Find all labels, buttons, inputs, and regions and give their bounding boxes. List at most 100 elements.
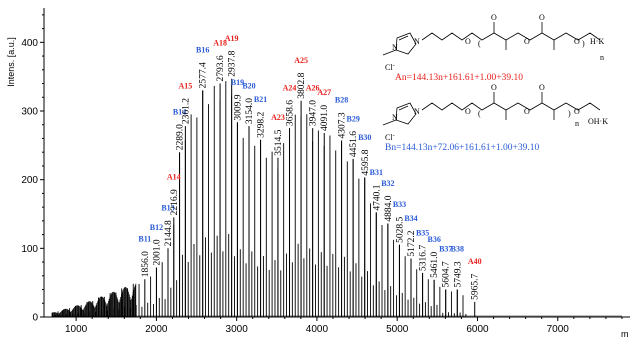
peak-mz-label: 4451.6: [349, 131, 359, 157]
peak-series-tag: B33: [393, 200, 406, 209]
peak-mz-label: 5604.7: [442, 261, 452, 287]
close-bracket-b: ): [568, 109, 571, 118]
peak-mz-label: 2001.0: [152, 239, 162, 265]
peak-series-tag: B32: [381, 179, 394, 188]
peak-series-tag: B12: [150, 223, 163, 232]
peak-mz-label: 2144.8: [164, 220, 174, 246]
peak-series-tag: B19: [231, 78, 244, 87]
peak-series-tag: B11: [138, 234, 151, 243]
x-tick-label: 5000: [386, 324, 409, 335]
carbonyl-o-1-b: O: [491, 83, 497, 92]
open-bracket-a: (: [478, 39, 481, 48]
nitrogen-plus-a: N: [392, 43, 398, 52]
peak-mz-label: 3947.0: [309, 100, 319, 126]
peak-mz-label: 4307.3: [338, 112, 348, 138]
peak-mz-label: 5749.3: [453, 261, 463, 287]
nitrogen-a: N: [414, 37, 420, 46]
peak-mz-label: 3658.6: [286, 100, 296, 126]
peak-series-tag: B21: [254, 95, 267, 104]
peak-mz-label: 5965.7: [471, 274, 481, 300]
peak-mz-label: 4595.8: [361, 149, 371, 175]
peak-mz-label: 4091.0: [320, 105, 330, 131]
peak-series-tag: A27: [317, 88, 331, 97]
repeat-n-b: n: [575, 119, 579, 128]
peak-series-tag: B28: [335, 96, 348, 105]
spectrum-trace: [51, 78, 622, 317]
peak-series-tag: B37: [439, 245, 452, 254]
peak-series-tag: A19: [225, 34, 239, 43]
peak-mz-label: 3154.0: [245, 98, 255, 124]
y-axis-title: Intens. [a.u.]: [6, 37, 16, 87]
peak-series-tag: A40: [468, 257, 482, 266]
peak-mz-label: 5316.7: [419, 245, 429, 271]
peak-series-tag: A25: [294, 56, 308, 65]
counterion-a: Cl-: [385, 63, 395, 72]
peak-mz-label: 5461.0: [430, 252, 440, 278]
formula-b: Bn=144.13n+72.06+161.61+1.00+39.10: [385, 143, 539, 153]
ring-double-bond-b: [398, 105, 409, 111]
end-group-a: H·K: [590, 37, 604, 46]
peak-series-tag: A24: [283, 83, 297, 92]
imidazolium-ring-b: [395, 102, 417, 125]
counterion-b: Cl-: [385, 133, 395, 142]
peak-series-tag: B20: [242, 81, 255, 90]
peak-series-tag: A14: [167, 173, 181, 182]
peak-mz-label: 5028.5: [395, 217, 405, 243]
axes: 0 100 200 300 400 1000 2000 3000 4000 5000 6000 700…: [21, 8, 630, 335]
ester-o-2-a: O: [524, 37, 530, 46]
peak-series-tag: B31: [370, 168, 383, 177]
y-tick-label: 400: [21, 38, 38, 49]
peak-mz-label: 4884.0: [384, 195, 394, 221]
ring-double-bond-a: [398, 35, 409, 41]
peak-series-tag: A23: [271, 113, 285, 122]
peak-mz-label: 2361.2: [181, 98, 191, 124]
close-bracket-a: ): [582, 39, 585, 48]
methyl-bond-b: [382, 119, 397, 126]
peak-series-tag: B14: [173, 107, 186, 116]
x-tick-label: 7000: [547, 324, 570, 335]
structure-a: N N Cl- O O O O O ( ) H·K n An=144.13n+1…: [382, 13, 604, 83]
x-tick-label: 2000: [145, 324, 168, 335]
ester-o-1-a: O: [465, 37, 471, 46]
repeat-n-a: n: [600, 53, 604, 62]
x-tick-label: 4000: [306, 324, 329, 335]
peak-mz-label: 2216.9: [170, 189, 180, 215]
peak-mz-label: 2289.0: [176, 124, 186, 150]
y-tick-label: 100: [21, 244, 38, 255]
y-tick-label: 200: [21, 175, 38, 186]
x-tick-label: 1000: [65, 324, 88, 335]
structure-b: N N Cl- O O O O O ( ) OH·K n Bn=144.13n+…: [382, 83, 608, 153]
imidazolium-ring-a: [395, 32, 417, 55]
peak-mz-label: 3009.9: [233, 94, 243, 120]
ester-o-2-b: O: [524, 107, 530, 116]
methyl-bond-a: [382, 49, 397, 56]
peak-mz-label: 2577.4: [199, 62, 209, 88]
peak-series-tag: B36: [428, 235, 441, 244]
peak-mz-label: 2937.8: [228, 50, 238, 76]
peak-series-tag: B30: [358, 133, 371, 142]
nitrogen-plus-b: N: [392, 113, 398, 122]
peak-series-tag: A26: [306, 83, 320, 92]
carbonyl-o-2-b: O: [539, 83, 545, 92]
x-tick-label: 6000: [466, 324, 489, 335]
carbonyl-o-1-a: O: [491, 13, 497, 22]
peak-mz-label: 2793.6: [216, 55, 226, 81]
y-tick-label: 300: [21, 107, 38, 118]
x-tick-label: 3000: [226, 324, 249, 335]
open-bracket-b: (: [478, 109, 481, 118]
peak-mz-label: 5172.2: [407, 230, 417, 256]
carbonyl-o-2-a: O: [539, 13, 545, 22]
formula-a: An=144.13n+161.61+1.00+39.10: [395, 73, 523, 83]
peak-mz-label: 3802.8: [297, 72, 307, 98]
end-group-b: OH·K: [588, 117, 608, 126]
nitrogen-b: N: [414, 107, 420, 116]
ester-o-3-b: O: [574, 107, 580, 116]
ester-o-1-b: O: [465, 107, 471, 116]
peak-series-tag: B38: [451, 245, 464, 254]
x-axis-unit: m: [621, 329, 629, 339]
peak-series-tag: A18: [213, 39, 227, 48]
peak-series-tag: B13: [161, 204, 174, 213]
ester-o-3-a: O: [574, 37, 580, 46]
